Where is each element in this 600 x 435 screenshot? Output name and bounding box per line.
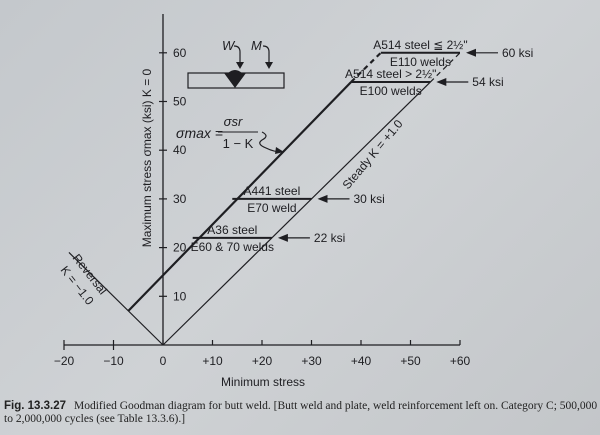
series-line-ext-2 xyxy=(350,52,382,83)
w-arrowhead-icon xyxy=(236,62,244,69)
arrow-head-icon xyxy=(277,233,288,242)
cap-bottom-label: E60 & 70 welds xyxy=(191,240,274,254)
series-line-1 xyxy=(162,81,431,346)
x-tick-label: −20 xyxy=(54,354,75,368)
cap-bottom-label: E70 weld xyxy=(247,201,296,215)
goodman-diagram: −20 −10 0 +10 +20 +30 +40 +50 +60 10 20 30 40 50 60 Min… xyxy=(54,14,533,389)
cap-bottom-label: E100 welds xyxy=(360,84,422,98)
stress-value-label: 54 ksi xyxy=(472,75,503,89)
x-tick-label: +50 xyxy=(400,354,421,368)
y-tick-label: 40 xyxy=(173,143,187,157)
x-tick-label: +60 xyxy=(450,354,471,368)
arrow-head-icon xyxy=(317,194,328,203)
x-axis-label: Minimum stress xyxy=(221,375,305,389)
y-tick-label: 10 xyxy=(173,289,187,303)
cap-top-label: A514 steel > 2½" xyxy=(345,67,436,81)
y-tick-label: 60 xyxy=(173,46,187,60)
cap-bottom-label: E110 welds xyxy=(390,55,451,69)
m-arrow-icon xyxy=(262,45,270,64)
steady-label: Steady K = +1.0 xyxy=(340,117,406,192)
formula-denominator: 1 − K xyxy=(223,136,254,151)
m-arrowhead-icon xyxy=(265,62,273,69)
formula-lhs: σmax = xyxy=(176,125,223,141)
arrow-head-icon xyxy=(466,48,476,57)
figure-caption: Fig. 13.3.27 Modified Goodman diagram for… xyxy=(4,400,600,426)
weld-reinforcement-icon xyxy=(228,70,242,73)
stress-value-label: 22 ksi xyxy=(314,231,345,245)
weld-bead-icon xyxy=(224,73,246,88)
formula-numerator: σsr xyxy=(224,114,243,129)
cap-top-label: A441 steel xyxy=(244,184,301,198)
figure-number: Fig. 13.3.27 xyxy=(4,400,67,412)
x-tick-label: +20 xyxy=(252,354,273,368)
stress-value-label: 60 ksi xyxy=(502,46,533,60)
caption-text: Modified Goodman diagram for butt weld. … xyxy=(4,400,598,425)
x-tick-label: −10 xyxy=(103,354,124,368)
y-tick-label: 20 xyxy=(173,241,187,255)
x-tick-label: +10 xyxy=(202,354,223,368)
squiggle-arrowhead-icon xyxy=(275,147,284,154)
squiggle-arrow-icon xyxy=(259,131,283,153)
load-w-label: W xyxy=(222,38,236,53)
cap-top-label: A36 steel xyxy=(207,223,257,237)
x-tick-label: +40 xyxy=(351,354,372,368)
arrow-head-icon xyxy=(436,78,447,87)
w-arrow-icon xyxy=(233,45,241,64)
y-axis-label: Maximum stress σmax (ksi) K = 0 xyxy=(140,68,154,247)
series-line-0 xyxy=(68,252,164,346)
stress-value-label: 30 ksi xyxy=(354,192,385,206)
load-m-label: M xyxy=(251,38,262,53)
x-tick-label: +30 xyxy=(301,354,322,368)
series-line-ext-1 xyxy=(429,52,461,83)
series-line-2 xyxy=(127,81,352,312)
x-tick-label: 0 xyxy=(160,354,167,368)
y-tick-label: 30 xyxy=(173,192,187,206)
y-tick-label: 50 xyxy=(173,95,187,109)
cap-top-label: A514 steel ≦ 2½" xyxy=(373,38,467,52)
